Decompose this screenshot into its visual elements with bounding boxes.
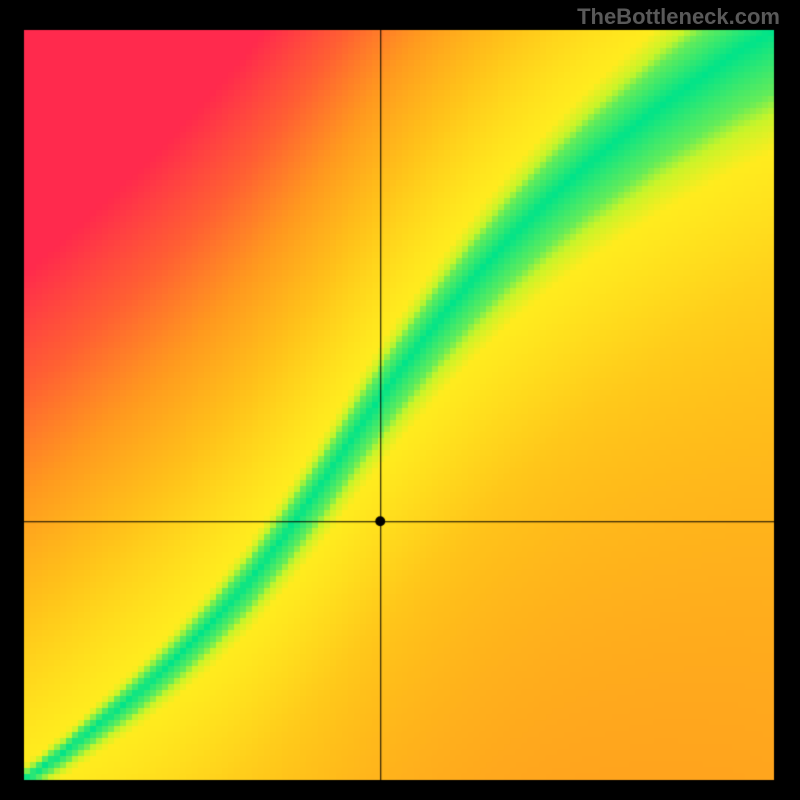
watermark-text: TheBottleneck.com bbox=[577, 4, 780, 30]
bottleneck-heatmap bbox=[0, 0, 800, 800]
chart-container: TheBottleneck.com bbox=[0, 0, 800, 800]
